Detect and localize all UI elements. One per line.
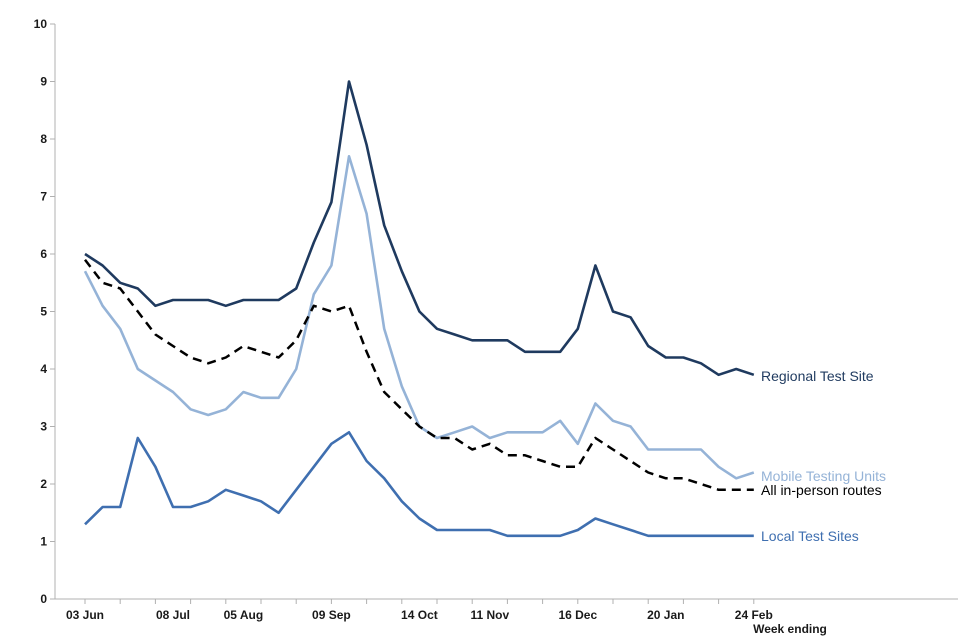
y-tick-label: 4: [40, 362, 47, 376]
x-axis-title: Week ending: [753, 622, 827, 636]
y-tick-label: 6: [40, 247, 47, 261]
series-lines: [83, 80, 755, 538]
x-tick-label: 20 Jan: [647, 608, 684, 622]
series-line-regional-test-site: [84, 80, 755, 377]
x-tick-label: 05 Aug: [224, 608, 264, 622]
y-tick-label: 2: [40, 477, 47, 491]
y-tick-label: 1: [40, 535, 47, 549]
y-tick-label: 5: [40, 305, 47, 319]
series-label-regional-test-site: Regional Test Site: [761, 368, 874, 384]
x-tick-label: 11 Nov: [470, 608, 509, 622]
y-tick-label: 0: [40, 592, 47, 606]
series-line-all-in-person-routes: [84, 258, 754, 492]
x-tick-label: 03 Jun: [66, 608, 104, 622]
series-label-all-in-person-routes: All in-person routes: [761, 482, 882, 498]
x-tick-label: 16 Dec: [558, 608, 597, 622]
y-tick-label: 8: [40, 132, 47, 146]
series-line-local-test-sites: [84, 430, 754, 538]
series-label-mobile-testing-units: Mobile Testing Units: [761, 468, 886, 484]
x-tick-label: 08 Jul: [156, 608, 190, 622]
x-tick-label: 14 Oct: [401, 608, 438, 622]
series-label-local-test-sites: Local Test Sites: [761, 528, 859, 544]
y-tick-label: 3: [40, 420, 47, 434]
x-tick-label: 24 Feb: [735, 608, 773, 622]
x-axis: 03 Jun 08 Jul 05 Aug 09 Sep 14 Oct 11 Nov 16 D…: [55, 598, 958, 622]
y-axis: 0 1 2 3 4 5 6 7 8 9 10: [34, 17, 56, 606]
y-tick-label: 7: [40, 190, 47, 204]
y-tick-label: 10: [34, 17, 48, 31]
x-tick-label: 09 Sep: [312, 608, 351, 622]
y-tick-label: 9: [40, 75, 47, 89]
series-line-mobile-testing-units: [83, 155, 755, 480]
series-labels: Regional Test Site Mobile Testing UnitsAl…: [761, 368, 886, 544]
